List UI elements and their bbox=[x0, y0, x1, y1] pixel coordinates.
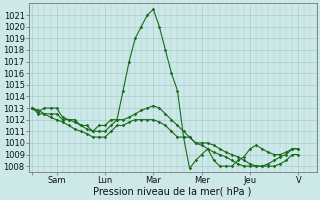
X-axis label: Pression niveau de la mer( hPa ): Pression niveau de la mer( hPa ) bbox=[93, 187, 252, 197]
